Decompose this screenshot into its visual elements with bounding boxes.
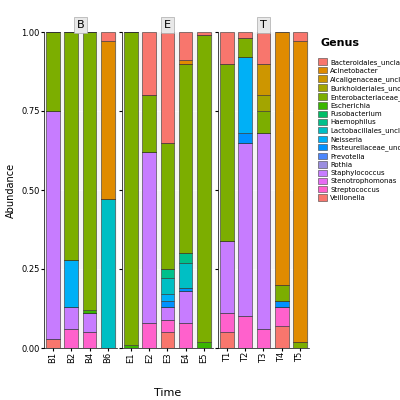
- Bar: [179, 291, 192, 323]
- Bar: [160, 143, 174, 269]
- Bar: [124, 32, 138, 345]
- Bar: [142, 323, 156, 348]
- Bar: [257, 111, 270, 133]
- Bar: [257, 329, 270, 348]
- Bar: [179, 32, 192, 60]
- Bar: [275, 307, 288, 326]
- Y-axis label: Abundance: Abundance: [6, 162, 16, 218]
- Bar: [220, 32, 234, 64]
- Title: E: E: [164, 20, 171, 30]
- Bar: [83, 332, 96, 348]
- Bar: [293, 42, 307, 342]
- Text: Genus: Genus: [321, 38, 360, 48]
- Bar: [197, 35, 211, 342]
- Bar: [293, 32, 307, 42]
- Bar: [275, 301, 288, 307]
- Bar: [46, 32, 60, 111]
- Bar: [238, 38, 252, 57]
- Bar: [179, 253, 192, 263]
- Bar: [142, 152, 156, 323]
- Bar: [64, 32, 78, 260]
- Bar: [64, 307, 78, 329]
- Bar: [160, 301, 174, 307]
- Bar: [83, 310, 96, 313]
- Bar: [257, 95, 270, 111]
- Bar: [179, 323, 192, 348]
- Bar: [220, 240, 234, 313]
- Bar: [238, 143, 252, 316]
- Bar: [220, 332, 234, 348]
- Bar: [197, 32, 211, 35]
- Bar: [275, 285, 288, 301]
- Bar: [64, 329, 78, 348]
- Bar: [238, 32, 252, 38]
- Bar: [101, 42, 114, 200]
- Title: T: T: [260, 20, 267, 30]
- Bar: [160, 32, 174, 143]
- Bar: [160, 332, 174, 348]
- Bar: [179, 263, 192, 288]
- Bar: [257, 32, 270, 64]
- Bar: [179, 64, 192, 253]
- Bar: [257, 133, 270, 329]
- Bar: [83, 313, 96, 332]
- Bar: [275, 32, 288, 285]
- Bar: [220, 313, 234, 332]
- Bar: [160, 307, 174, 320]
- Bar: [160, 278, 174, 294]
- Bar: [101, 200, 114, 348]
- Bar: [124, 345, 138, 348]
- Title: B: B: [77, 20, 84, 30]
- Bar: [101, 32, 114, 42]
- Bar: [179, 60, 192, 64]
- Bar: [238, 316, 252, 348]
- Bar: [46, 338, 60, 348]
- Bar: [142, 95, 156, 152]
- Bar: [46, 111, 60, 338]
- Bar: [275, 326, 288, 348]
- Legend: Bacteroidales_unclassified, Acinetobacter, Alcaligenaceae_unclassified, Burkhold: Bacteroidales_unclassified, Acinetobacte…: [318, 58, 400, 202]
- Bar: [197, 342, 211, 348]
- Bar: [238, 133, 252, 143]
- Bar: [238, 57, 252, 133]
- Text: Time: Time: [154, 388, 182, 398]
- Bar: [160, 294, 174, 301]
- Bar: [257, 64, 270, 95]
- Bar: [220, 64, 234, 240]
- Bar: [83, 32, 96, 310]
- Bar: [160, 320, 174, 332]
- Bar: [64, 260, 78, 307]
- Bar: [142, 32, 156, 95]
- Bar: [179, 288, 192, 291]
- Bar: [160, 269, 174, 278]
- Bar: [293, 342, 307, 348]
